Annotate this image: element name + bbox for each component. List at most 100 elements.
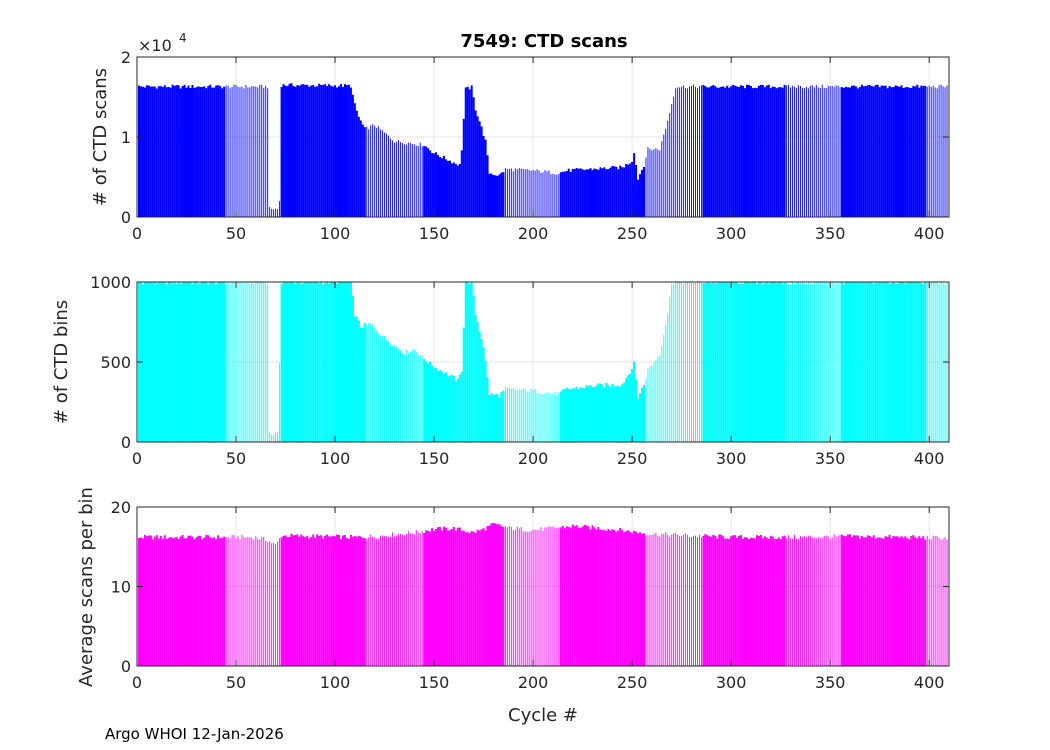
bar-cycle-20	[175, 283, 178, 442]
bar-cycle-390	[908, 87, 911, 217]
bar-cycle-174	[480, 126, 483, 217]
bar-cycle-110	[353, 103, 356, 217]
bar-cycle-117	[368, 323, 370, 442]
bar-cycle-309	[747, 539, 750, 666]
bar-cycle-376	[880, 282, 883, 442]
bar-cycle-63	[261, 84, 263, 217]
bar-cycle-295	[720, 282, 723, 442]
bar-cycle-381	[890, 538, 893, 666]
bar-cycle-71	[277, 541, 279, 666]
bar-cycle-346	[821, 282, 823, 442]
bar-cycle-377	[882, 85, 885, 217]
bar-cycle-351	[831, 85, 833, 217]
bar-cycle-370	[868, 282, 871, 442]
bar-cycle-154	[440, 371, 444, 442]
bar-cycle-365	[858, 87, 861, 218]
bar-cycle-86	[306, 535, 309, 666]
bar-cycle-352	[833, 282, 835, 442]
bar-cycle-222	[575, 525, 578, 666]
bar-cycle-407	[942, 86, 944, 217]
bar-cycle-298	[726, 282, 729, 442]
bar-cycle-232	[595, 385, 598, 442]
bar-cycle-212	[556, 528, 558, 666]
bar-cycle-84	[302, 283, 305, 442]
bar-cycle-351	[831, 282, 833, 442]
bar-cycle-328	[786, 538, 788, 666]
bar-cycle-380	[888, 283, 891, 442]
bar-cycle-81	[296, 534, 299, 666]
bar-cycle-104	[341, 282, 344, 442]
bar-cycle-165	[462, 530, 465, 666]
bar-cycle-116	[366, 538, 368, 666]
bar-cycle-58	[251, 86, 253, 217]
bar-cycle-66	[267, 284, 269, 442]
bar-cycle-338	[805, 86, 807, 217]
bar-cycle-58	[251, 537, 253, 666]
bar-cycle-152	[437, 371, 440, 442]
bar-cycle-95	[324, 282, 327, 442]
bar-cycle-213	[558, 173, 560, 217]
bar-cycle-308	[745, 537, 748, 666]
bar-cycle-61	[257, 538, 259, 666]
bar-cycle-359	[846, 534, 850, 666]
bar-cycle-348	[825, 282, 827, 442]
bar-cycle-264	[659, 150, 661, 217]
bar-cycle-14	[163, 282, 166, 442]
bar-cycle-107	[347, 282, 350, 442]
bar-cycle-65	[265, 85, 267, 217]
bar-cycle-41	[217, 535, 220, 666]
panel-ctd-scans: 7549: CTD scans # of CTD scans ×10 4 0 50…	[90, 31, 950, 243]
bar-cycle-258	[647, 368, 649, 442]
bar-cycle-301	[732, 535, 735, 666]
bar-cycle-114	[361, 124, 364, 217]
bar-cycle-336	[802, 536, 803, 666]
bar-cycle-352	[833, 534, 835, 666]
bar-cycle-51	[237, 282, 239, 442]
bar-cycle-50	[235, 84, 237, 217]
bar-cycle-360	[848, 534, 851, 666]
bar-cycle-388	[904, 536, 907, 666]
bar-cycle-284	[699, 534, 700, 666]
bar-cycle-130	[394, 536, 395, 666]
bar-cycle-52	[239, 87, 241, 217]
bar-cycle-399	[926, 86, 928, 217]
bar-cycle-353	[835, 283, 837, 442]
x-tick-label: 150	[419, 449, 450, 468]
bar-cycle-195	[522, 531, 524, 666]
bar-cycle-127	[388, 341, 389, 442]
bar-cycle-200	[532, 390, 534, 442]
bar-cycle-131	[396, 346, 397, 442]
bar-cycle-107	[347, 538, 350, 666]
bar-cycle-358	[845, 536, 848, 666]
bar-cycle-354	[837, 85, 839, 218]
bar-cycle-241	[613, 386, 616, 442]
bar-cycle-341	[811, 85, 813, 217]
bar-cycle-253	[637, 398, 640, 442]
bar-cycle-382	[892, 282, 895, 442]
bar-cycle-372	[872, 86, 875, 218]
bar-cycle-346	[821, 84, 823, 217]
bar-cycle-100	[334, 282, 337, 442]
bar-cycle-318	[765, 537, 768, 666]
bar-cycle-32	[199, 536, 202, 666]
bar-cycle-317	[763, 87, 766, 217]
bar-cycle-168	[468, 532, 471, 666]
bar-cycle-158	[448, 160, 451, 217]
bar-cycle-265	[661, 346, 663, 442]
bar-cycle-286	[702, 84, 705, 217]
bar-cycle-326	[781, 283, 784, 442]
bar-cycle-1	[137, 85, 140, 217]
x-tick-label: 200	[518, 673, 549, 692]
bar-cycle-311	[751, 88, 754, 217]
bar-cycle-406	[940, 539, 942, 666]
bar-cycle-104	[341, 535, 344, 666]
bar-cycle-183	[498, 524, 501, 666]
bar-cycle-230	[591, 387, 594, 442]
bar-cycle-17	[169, 536, 172, 666]
bar-cycle-171	[474, 533, 477, 666]
bar-cycle-33	[201, 539, 204, 666]
bar-cycle-374	[876, 282, 879, 442]
bar-cycle-244	[619, 165, 622, 217]
bar-cycle-140	[413, 533, 415, 666]
bar-cycle-361	[850, 282, 853, 442]
